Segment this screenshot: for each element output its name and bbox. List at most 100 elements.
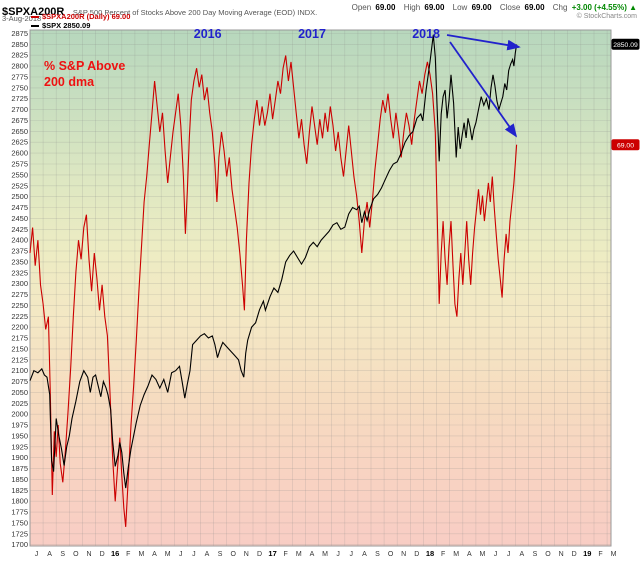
y-tick-label: 2275 [11, 290, 28, 299]
y-tick-label: 1950 [11, 431, 28, 440]
x-tick-month-label: O [230, 551, 236, 558]
open-value: 69.00 [375, 3, 396, 12]
y-tick-label: 2200 [11, 323, 28, 332]
legend: $SPXA200R (Daily) 69.00 $SPX 2850.09 [31, 12, 131, 31]
y-tick-label: 2675 [11, 116, 28, 125]
ohlc-readout: Open 69.00 High 69.00 Low 69.00 Close 69… [346, 3, 637, 12]
x-tick-month-label: O [388, 551, 394, 558]
legend-item-spx: $SPX 2850.09 [31, 20, 130, 31]
y-tick-label: 2350 [11, 257, 28, 266]
y-tick-label: 2725 [11, 94, 28, 103]
x-tick-month-label: D [100, 551, 105, 558]
series-line-spx [29, 34, 518, 489]
y-tick-label: 2875 [11, 29, 28, 38]
y-tick-label: 2425 [11, 225, 28, 234]
x-tick-month-label: F [126, 551, 130, 558]
x-tick-month-label: J [179, 551, 183, 558]
y-tick-label: 2475 [11, 203, 28, 212]
y-tick-label: 1925 [11, 442, 28, 451]
x-tick-month-label: A [362, 551, 367, 558]
x-tick-month-label: M [322, 551, 328, 558]
x-tick-year-label: 18 [426, 549, 434, 558]
y-tick-label: 1975 [11, 421, 28, 430]
chart-title: S&P 500 Percent of Stocks Above 200 Day … [72, 8, 318, 17]
x-tick-month-label: J [494, 551, 498, 558]
x-tick-year-label: 19 [583, 549, 591, 558]
y-tick-label: 2850 [11, 40, 28, 49]
legend-label: $SPXA200R (Daily) 69.00 [42, 12, 131, 21]
x-tick-month-label: D [257, 551, 262, 558]
plot-border [29, 29, 612, 547]
x-tick-month-label: S [375, 551, 380, 558]
price-callout-box [611, 139, 640, 151]
y-tick-label: 2050 [11, 388, 28, 397]
y-tick-label: 2625 [11, 138, 28, 147]
y-tick-label: 1775 [11, 508, 28, 517]
high-value: 69.00 [424, 3, 445, 12]
x-tick-month-label: A [47, 551, 52, 558]
x-tick-month-label: A [467, 551, 472, 558]
x-tick-month-label: S [60, 551, 65, 558]
legend-label: $SPX 2850.09 [42, 20, 91, 30]
y-tick-label: 2700 [11, 105, 28, 114]
y-tick-label: 2075 [11, 377, 28, 386]
y-tick-label: 2300 [11, 279, 28, 288]
y-tick-label: 2375 [11, 247, 28, 256]
x-tick-month-label: M [453, 551, 459, 558]
low-label: Low [452, 3, 468, 12]
arrow-annotation [449, 41, 518, 138]
y-tick-label: 2100 [11, 366, 28, 375]
x-tick-month-label: A [205, 551, 210, 558]
y-tick-label: 2825 [11, 51, 28, 60]
y-tick-label: 2800 [11, 62, 28, 71]
x-tick-month-label: J [350, 551, 354, 558]
x-tick-month-label: O [73, 551, 79, 558]
y-tick-label: 2775 [11, 73, 28, 82]
y-tick-label: 2175 [11, 334, 28, 343]
ticker-symbol: $SPXA200R [2, 6, 65, 18]
x-tick-month-label: A [152, 551, 157, 558]
x-tick-month-label: N [86, 551, 91, 558]
x-tick-month-label: N [244, 551, 249, 558]
y-tick-label: 2325 [11, 268, 28, 277]
x-tick-month-label: O [545, 551, 551, 558]
open-label: Open [351, 3, 372, 12]
x-tick-month-label: M [138, 551, 144, 558]
series-line-spxa200r [29, 55, 518, 527]
x-tick-month-label: J [35, 551, 39, 558]
year-annotation-2016: 2016 [194, 27, 222, 41]
x-axis-labels: J A S O N D 16 F M A M J J A S O N D 17 F M A M J J A S O N D 18 F M A M J J… [35, 549, 617, 558]
x-tick-year-label: 16 [111, 549, 119, 558]
chart-date: 3-Aug-2018 [2, 14, 42, 23]
chg-value: +3.00 (+4.55%) ▲ [571, 3, 637, 12]
arrow-annotation [446, 34, 521, 51]
high-label: High [403, 3, 421, 12]
x-tick-month-label: J [336, 551, 340, 558]
chg-label: Chg [552, 3, 568, 12]
close-label: Close [499, 3, 521, 12]
y-tick-label: 1725 [11, 529, 28, 538]
y-tick-label: 2450 [11, 214, 28, 223]
y-tick-label: 1900 [11, 453, 28, 462]
legend-item-spxa200r: $SPXA200R (Daily) 69.00 [31, 12, 131, 22]
price-callout-label: 69.00 [617, 142, 634, 149]
close-value: 69.00 [524, 3, 545, 12]
y-tick-label: 2250 [11, 301, 28, 310]
x-tick-month-label: N [559, 551, 564, 558]
x-tick-month-label: S [218, 551, 223, 558]
y-tick-label: 2500 [11, 192, 28, 201]
y-tick-label: 1875 [11, 464, 28, 473]
legend-swatch-icon [31, 16, 39, 19]
x-tick-month-label: D [572, 551, 577, 558]
x-tick-month-label: A [519, 551, 524, 558]
x-tick-month-label: M [296, 551, 302, 558]
x-tick-month-label: M [165, 551, 171, 558]
y-tick-label: 2550 [11, 170, 28, 179]
y-tick-label: 1700 [11, 540, 28, 549]
y-tick-label: 1850 [11, 475, 28, 484]
x-tick-month-label: F [598, 551, 602, 558]
y-tick-label: 2150 [11, 344, 28, 353]
y-tick-label: 1825 [11, 486, 28, 495]
x-tick-year-label: 17 [268, 549, 276, 558]
